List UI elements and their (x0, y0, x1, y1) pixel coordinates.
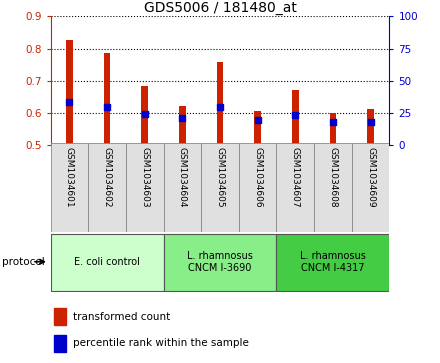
Text: GSM1034601: GSM1034601 (65, 147, 74, 208)
FancyBboxPatch shape (239, 143, 276, 232)
Text: L. rhamnosus
CNCM I-4317: L. rhamnosus CNCM I-4317 (300, 251, 366, 273)
Point (141, 111, 148, 117)
FancyBboxPatch shape (276, 233, 389, 291)
FancyBboxPatch shape (51, 233, 164, 291)
FancyBboxPatch shape (88, 143, 126, 232)
Text: transformed count: transformed count (73, 313, 170, 322)
Bar (216, 62, 224, 145)
Text: protocol: protocol (2, 257, 45, 267)
Text: GSM1034608: GSM1034608 (328, 147, 337, 208)
Bar (66, 41, 73, 145)
Bar (141, 86, 148, 145)
Text: GSM1034602: GSM1034602 (103, 147, 112, 207)
Text: L. rhamnosus
CNCM I-3690: L. rhamnosus CNCM I-3690 (187, 251, 253, 273)
Bar (367, 109, 374, 145)
Text: GSM1034603: GSM1034603 (140, 147, 149, 208)
Bar (54, 308, 66, 325)
Point (66, 99, 73, 105)
Point (103, 104, 110, 110)
FancyBboxPatch shape (201, 143, 239, 232)
Text: GSM1034605: GSM1034605 (216, 147, 224, 208)
Point (330, 119, 337, 125)
FancyBboxPatch shape (276, 143, 314, 232)
Text: E. coli control: E. coli control (74, 257, 140, 267)
Text: GSM1034607: GSM1034607 (291, 147, 300, 208)
Title: GDS5006 / 181480_at: GDS5006 / 181480_at (143, 1, 297, 15)
Point (216, 104, 224, 110)
Text: GSM1034609: GSM1034609 (366, 147, 375, 208)
Bar (254, 111, 261, 145)
FancyBboxPatch shape (314, 143, 352, 232)
Point (367, 119, 374, 125)
FancyBboxPatch shape (126, 143, 164, 232)
FancyBboxPatch shape (51, 143, 88, 232)
Bar (104, 53, 110, 145)
Bar (292, 90, 299, 145)
FancyBboxPatch shape (164, 143, 201, 232)
FancyBboxPatch shape (352, 143, 389, 232)
Bar (330, 113, 336, 145)
FancyBboxPatch shape (164, 233, 276, 291)
Point (179, 115, 186, 121)
Text: GSM1034604: GSM1034604 (178, 147, 187, 207)
Text: GSM1034606: GSM1034606 (253, 147, 262, 208)
Point (254, 117, 261, 123)
Point (292, 112, 299, 118)
Text: percentile rank within the sample: percentile rank within the sample (73, 338, 249, 348)
Bar (54, 335, 66, 352)
Bar (179, 106, 186, 145)
